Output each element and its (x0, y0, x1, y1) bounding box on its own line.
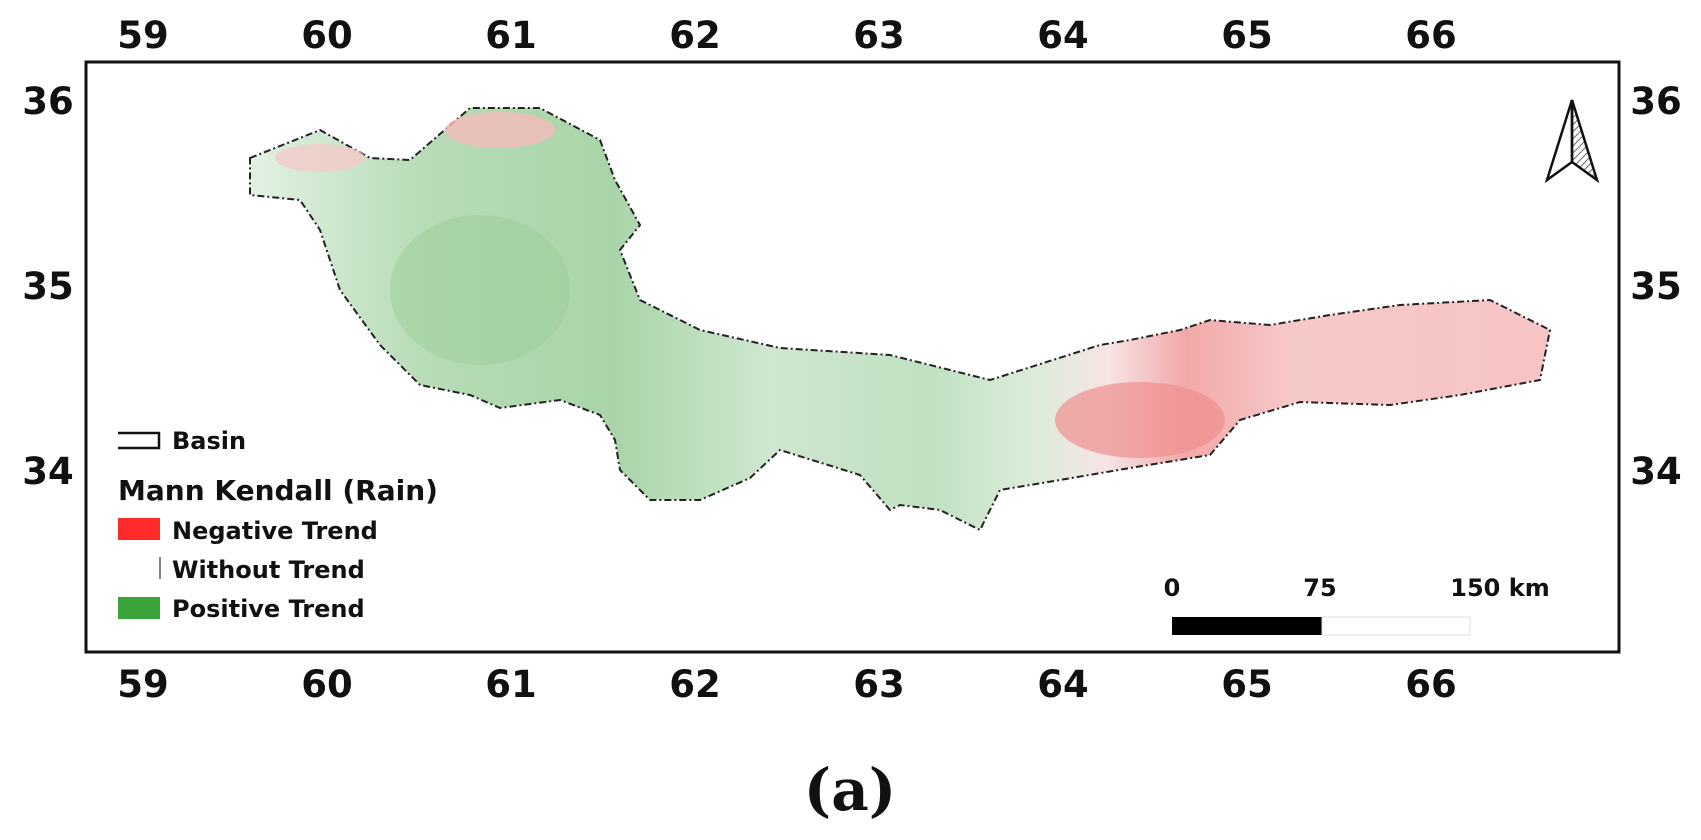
scale-label-0: 0 (1164, 574, 1181, 602)
legend-swatch-negative (118, 518, 160, 540)
x-tick-top: 64 (1037, 14, 1089, 57)
y-tick-right: 36 (1630, 80, 1682, 123)
x-tick-bottom: 62 (669, 663, 721, 706)
x-tick-bottom: 61 (485, 663, 537, 706)
legend-label-negative: Negative Trend (172, 517, 378, 545)
negative-trend-core (1055, 382, 1225, 458)
legend-swatch-positive (118, 597, 160, 619)
x-tick-top: 61 (485, 14, 537, 57)
x-tick-top: 59 (117, 14, 169, 57)
x-tick-top: 63 (853, 14, 905, 57)
x-tick-bottom: 64 (1037, 663, 1089, 706)
legend-label-none: Without Trend (172, 556, 365, 584)
scale-bar: 0 75 150 km (1164, 574, 1550, 636)
negative-trend-patch (275, 144, 365, 172)
basin-legend-symbol (118, 431, 161, 450)
basin-polygon (249, 107, 1552, 532)
x-tick-top: 60 (301, 14, 353, 57)
x-tick-bottom: 65 (1221, 663, 1273, 706)
y-tick-left: 34 (22, 450, 74, 493)
north-arrow-icon (1544, 99, 1600, 184)
y-ticks-right: 36 35 34 (1630, 80, 1682, 493)
x-tick-top: 62 (669, 14, 721, 57)
y-tick-left: 35 (22, 265, 74, 308)
figure-caption: (a) (804, 756, 896, 824)
x-tick-bottom: 60 (301, 663, 353, 706)
y-tick-right: 35 (1630, 265, 1682, 308)
negative-trend-patch (445, 112, 555, 148)
legend-basin-label: Basin (172, 427, 246, 455)
legend-title: Mann Kendall (Rain) (118, 474, 438, 507)
legend: Basin Mann Kendall (Rain) Negative Trend… (118, 427, 438, 623)
y-tick-left: 36 (22, 80, 74, 123)
x-tick-bottom: 59 (117, 663, 169, 706)
scale-label-150km: 150 km (1450, 574, 1549, 602)
scale-bar-white (1321, 616, 1471, 636)
x-tick-bottom: 66 (1405, 663, 1457, 706)
y-tick-right: 34 (1630, 450, 1682, 493)
x-ticks-bottom: 59 60 61 62 63 64 65 66 (117, 663, 1457, 706)
x-tick-top: 66 (1405, 14, 1457, 57)
positive-trend-core (390, 215, 570, 365)
scale-label-75: 75 (1303, 574, 1336, 602)
x-tick-top: 65 (1221, 14, 1273, 57)
x-ticks-top: 59 60 61 62 63 64 65 66 (117, 14, 1457, 57)
scale-bar-black (1172, 617, 1322, 635)
y-ticks-left: 36 35 34 (22, 80, 74, 493)
x-tick-bottom: 63 (853, 663, 905, 706)
legend-label-positive: Positive Trend (172, 595, 365, 623)
